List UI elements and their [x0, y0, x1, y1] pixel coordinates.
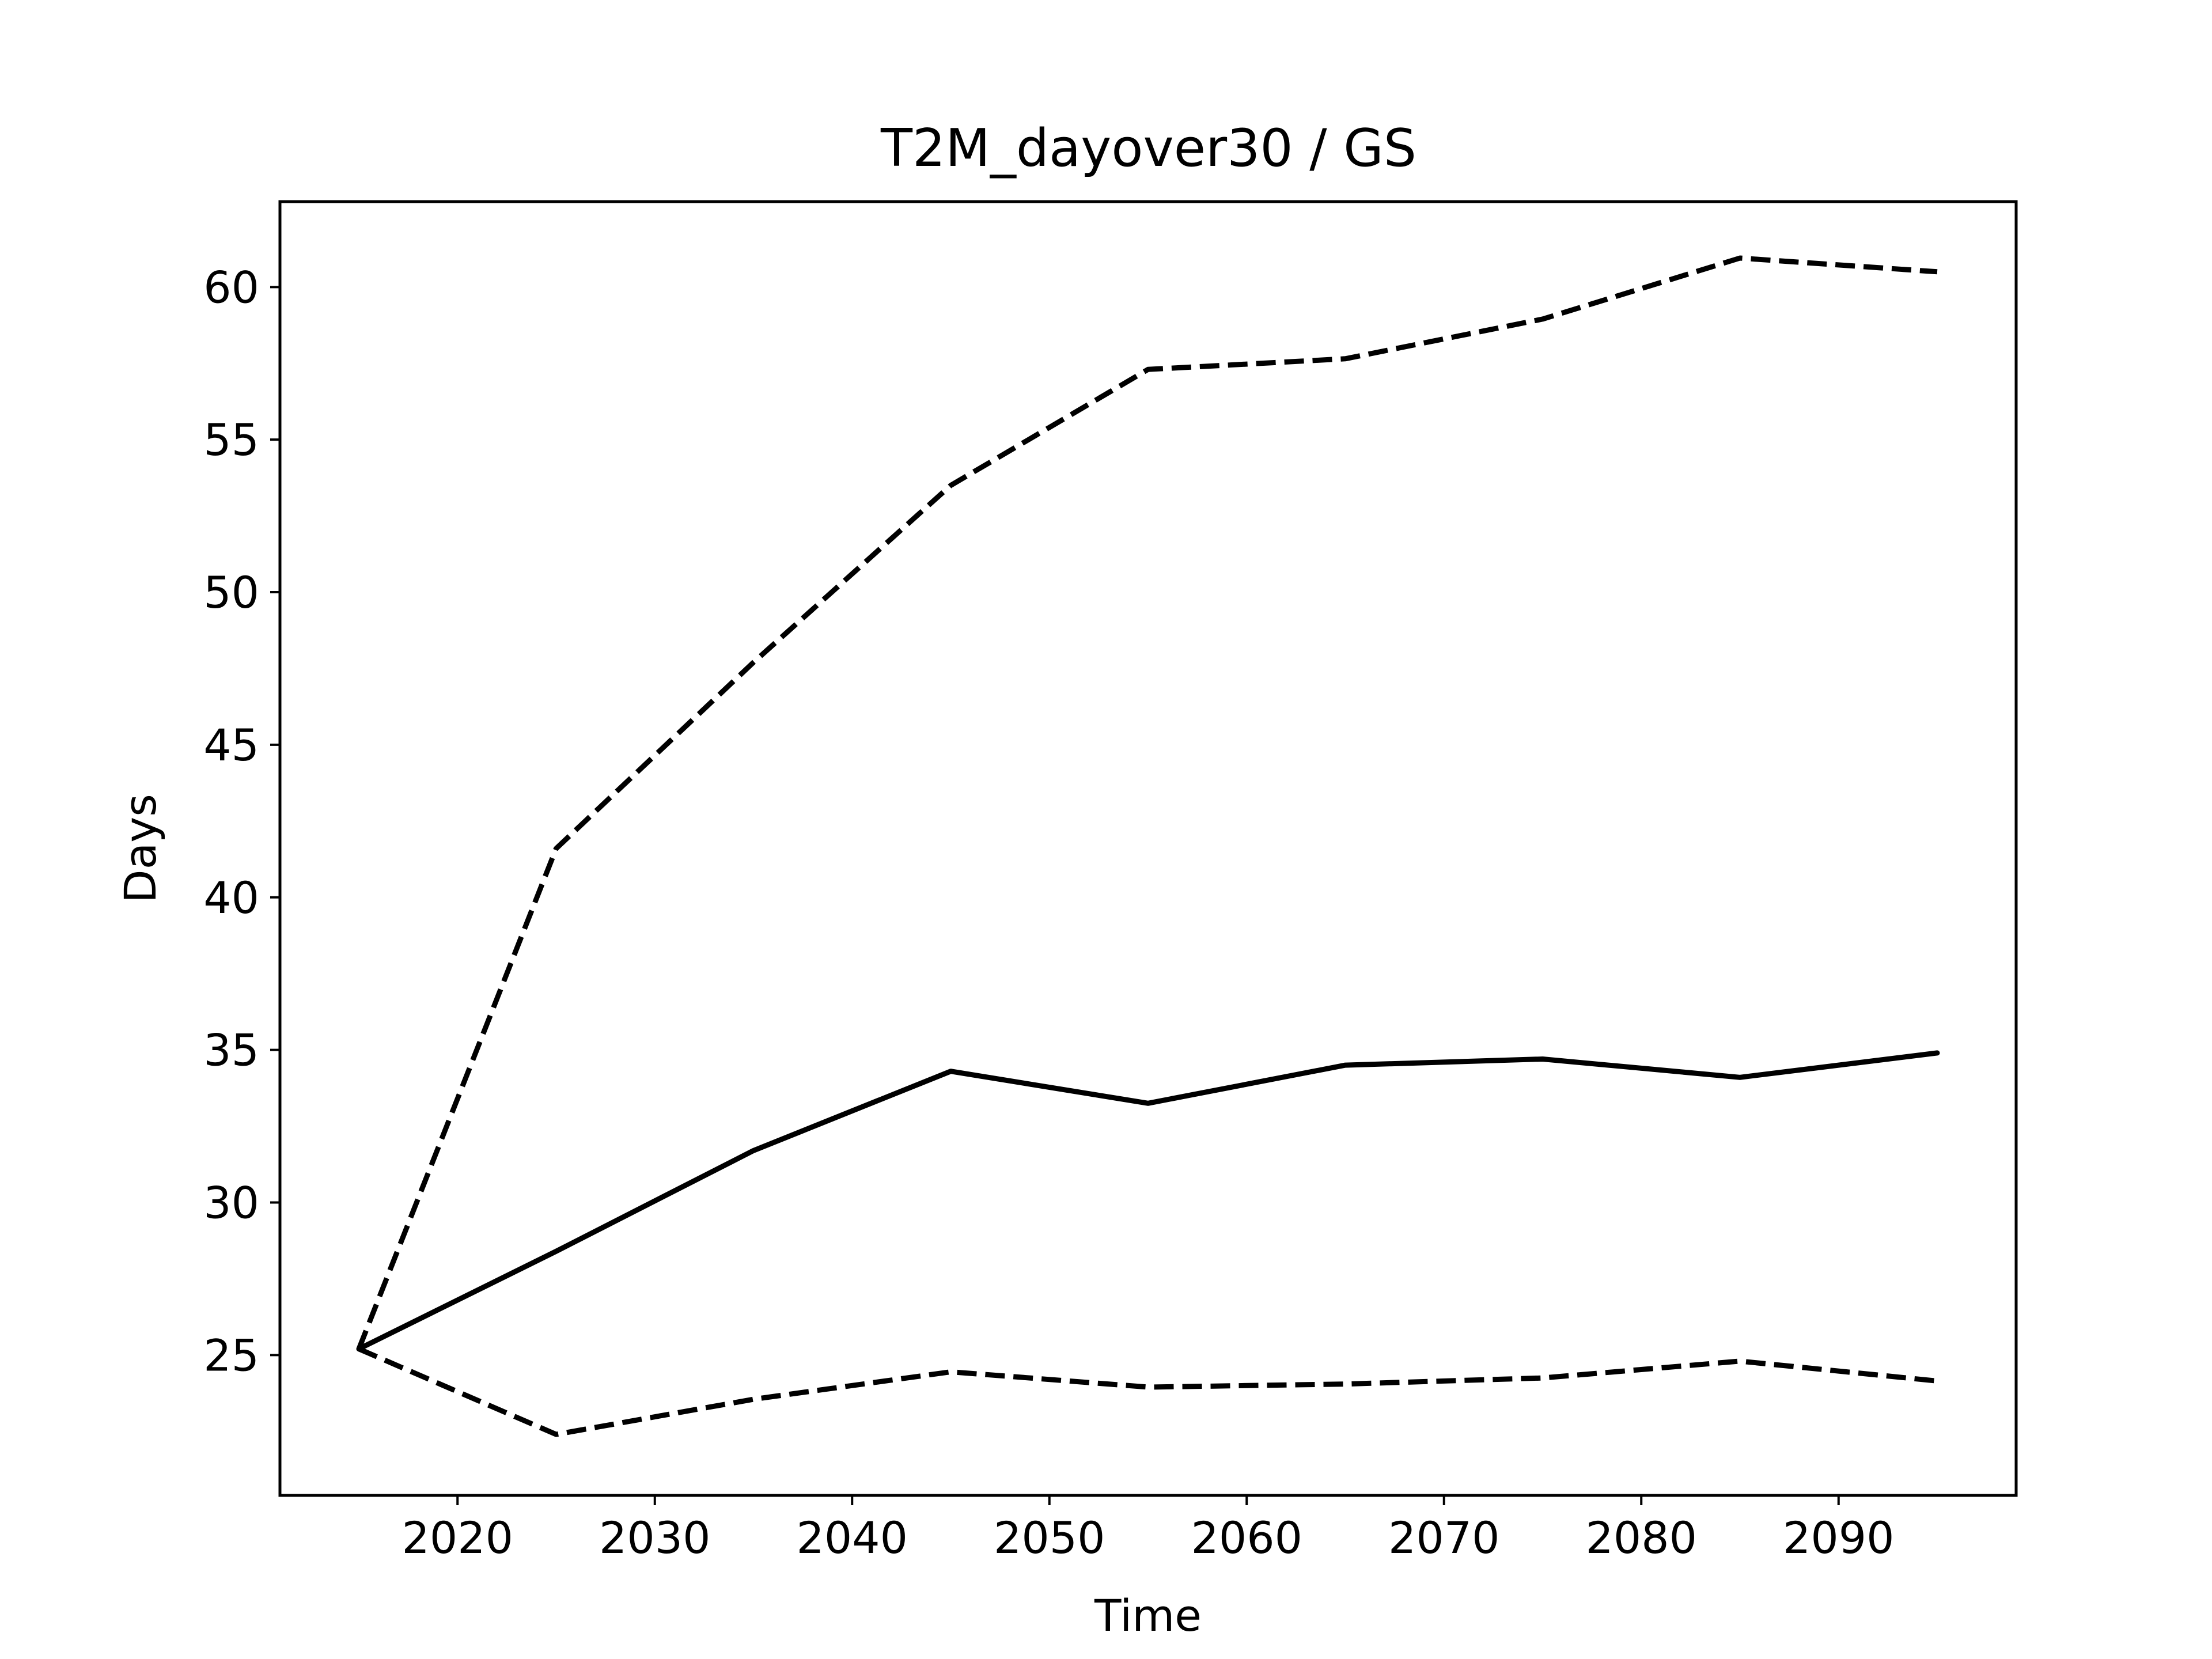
plot-frame [278, 200, 2018, 1497]
y-tick-label-40: 40 [203, 872, 259, 923]
x-axis-label: Time [1094, 1590, 1202, 1641]
x-tick-label-2080: 2080 [1586, 1512, 1697, 1563]
x-tick-label-2020: 2020 [402, 1512, 513, 1563]
x-tick-label-2090: 2090 [1783, 1512, 1894, 1563]
series-line-3 [358, 1346, 1938, 1437]
series-line-2 [356, 255, 1938, 1350]
x-tick-label-2030: 2030 [599, 1512, 710, 1563]
y-axis: 25 30 35 40 45 50 55 60 [203, 262, 280, 1381]
y-tick-label-35: 35 [203, 1025, 259, 1076]
x-tick-label-2050: 2050 [994, 1512, 1105, 1563]
y-axis-label: Days [115, 794, 166, 903]
x-tick-label-2060: 2060 [1191, 1512, 1302, 1563]
y-tick-label-50: 50 [203, 567, 259, 618]
chart-title: T2M_dayover30 / GS [880, 118, 1416, 179]
y-tick-label-55: 55 [203, 414, 259, 465]
y-tick-label-30: 30 [203, 1177, 259, 1228]
x-axis: 2020 2030 2040 2050 2060 2070 2080 2090 [402, 1495, 1894, 1563]
series-layer [356, 255, 1940, 1437]
x-tick-label-2070: 2070 [1388, 1512, 1499, 1563]
y-tick-label-60: 60 [203, 262, 259, 313]
y-tick-label-45: 45 [203, 719, 259, 771]
y-tick-label-25: 25 [203, 1330, 259, 1381]
series-line-1 [356, 1050, 1940, 1352]
x-tick-label-2040: 2040 [797, 1512, 908, 1563]
